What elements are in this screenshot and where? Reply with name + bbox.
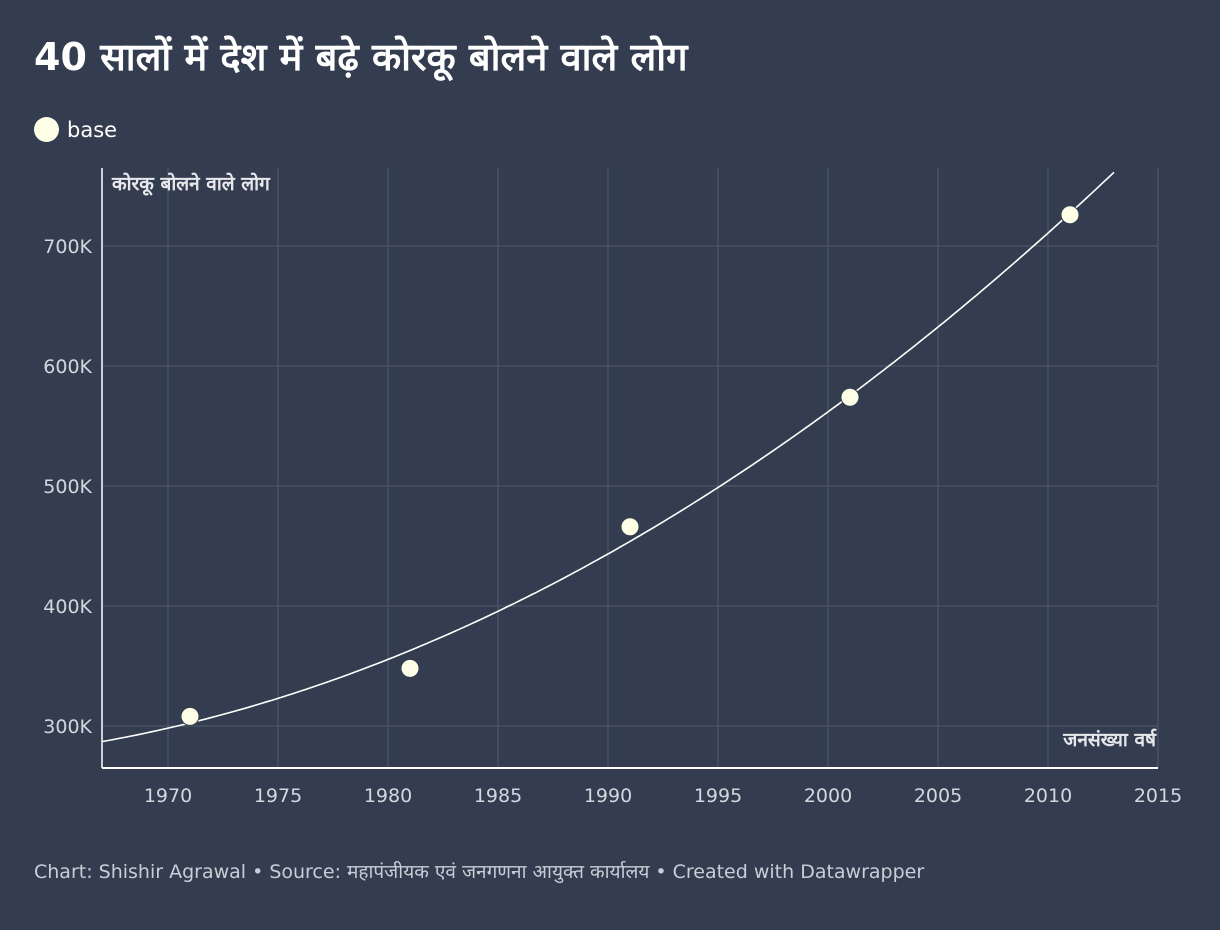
x-tick-label: 1970 (144, 785, 192, 807)
data-point (400, 658, 420, 678)
x-tick-label: 1990 (584, 785, 632, 807)
axes (101, 168, 1158, 769)
x-tick-label: 1980 (364, 785, 412, 807)
footer: Chart: Shishir Agrawal • Source: महापंजीयक… (34, 858, 924, 884)
data-point (1060, 205, 1080, 225)
y-tick-label: 300K (43, 716, 92, 738)
legend-label: base (67, 117, 118, 142)
axis-labels: 1970 1975 1980 1985 1990 1995 2000 2005 2010 2015… (43, 172, 1182, 807)
legend-swatch-icon (34, 117, 59, 142)
x-tick-label: 2005 (914, 785, 962, 807)
footer-source: Source: महापंजीयक एवं जनगणना आयुक्त कार्… (269, 861, 650, 883)
grid (102, 168, 1159, 768)
trendline (101, 171, 1115, 743)
legend: base (34, 117, 117, 142)
y-axis-title: कोरकू बोलने वाले लोग (111, 172, 271, 196)
x-tick-label: 1975 (254, 785, 302, 807)
data-point (840, 387, 860, 407)
points-layer (180, 205, 1080, 726)
footer-separator: • (252, 861, 264, 883)
x-tick-label: 2015 (1134, 785, 1182, 807)
chart-title: 40 सालों में देश में बढ़े कोरकू बोलने वा… (34, 35, 688, 79)
x-tick-label: 2010 (1024, 785, 1072, 807)
data-point (180, 706, 200, 726)
footer-tool: Created with Datawrapper (672, 861, 925, 883)
footer-chart-credit: Chart: Shishir Agrawal (34, 861, 247, 883)
data-point (620, 517, 640, 537)
trendline-layer (101, 171, 1115, 743)
y-tick-label: 700K (43, 236, 92, 258)
x-tick-label: 1985 (474, 785, 522, 807)
x-axis-title: जनसंख्या वर्ष (1062, 728, 1157, 751)
y-tick-label: 600K (43, 356, 92, 378)
y-tick-label: 500K (43, 476, 92, 498)
footer-separator: • (655, 861, 667, 883)
x-tick-label: 2000 (804, 785, 852, 807)
x-tick-label: 1995 (694, 785, 742, 807)
y-tick-label: 400K (43, 596, 92, 618)
